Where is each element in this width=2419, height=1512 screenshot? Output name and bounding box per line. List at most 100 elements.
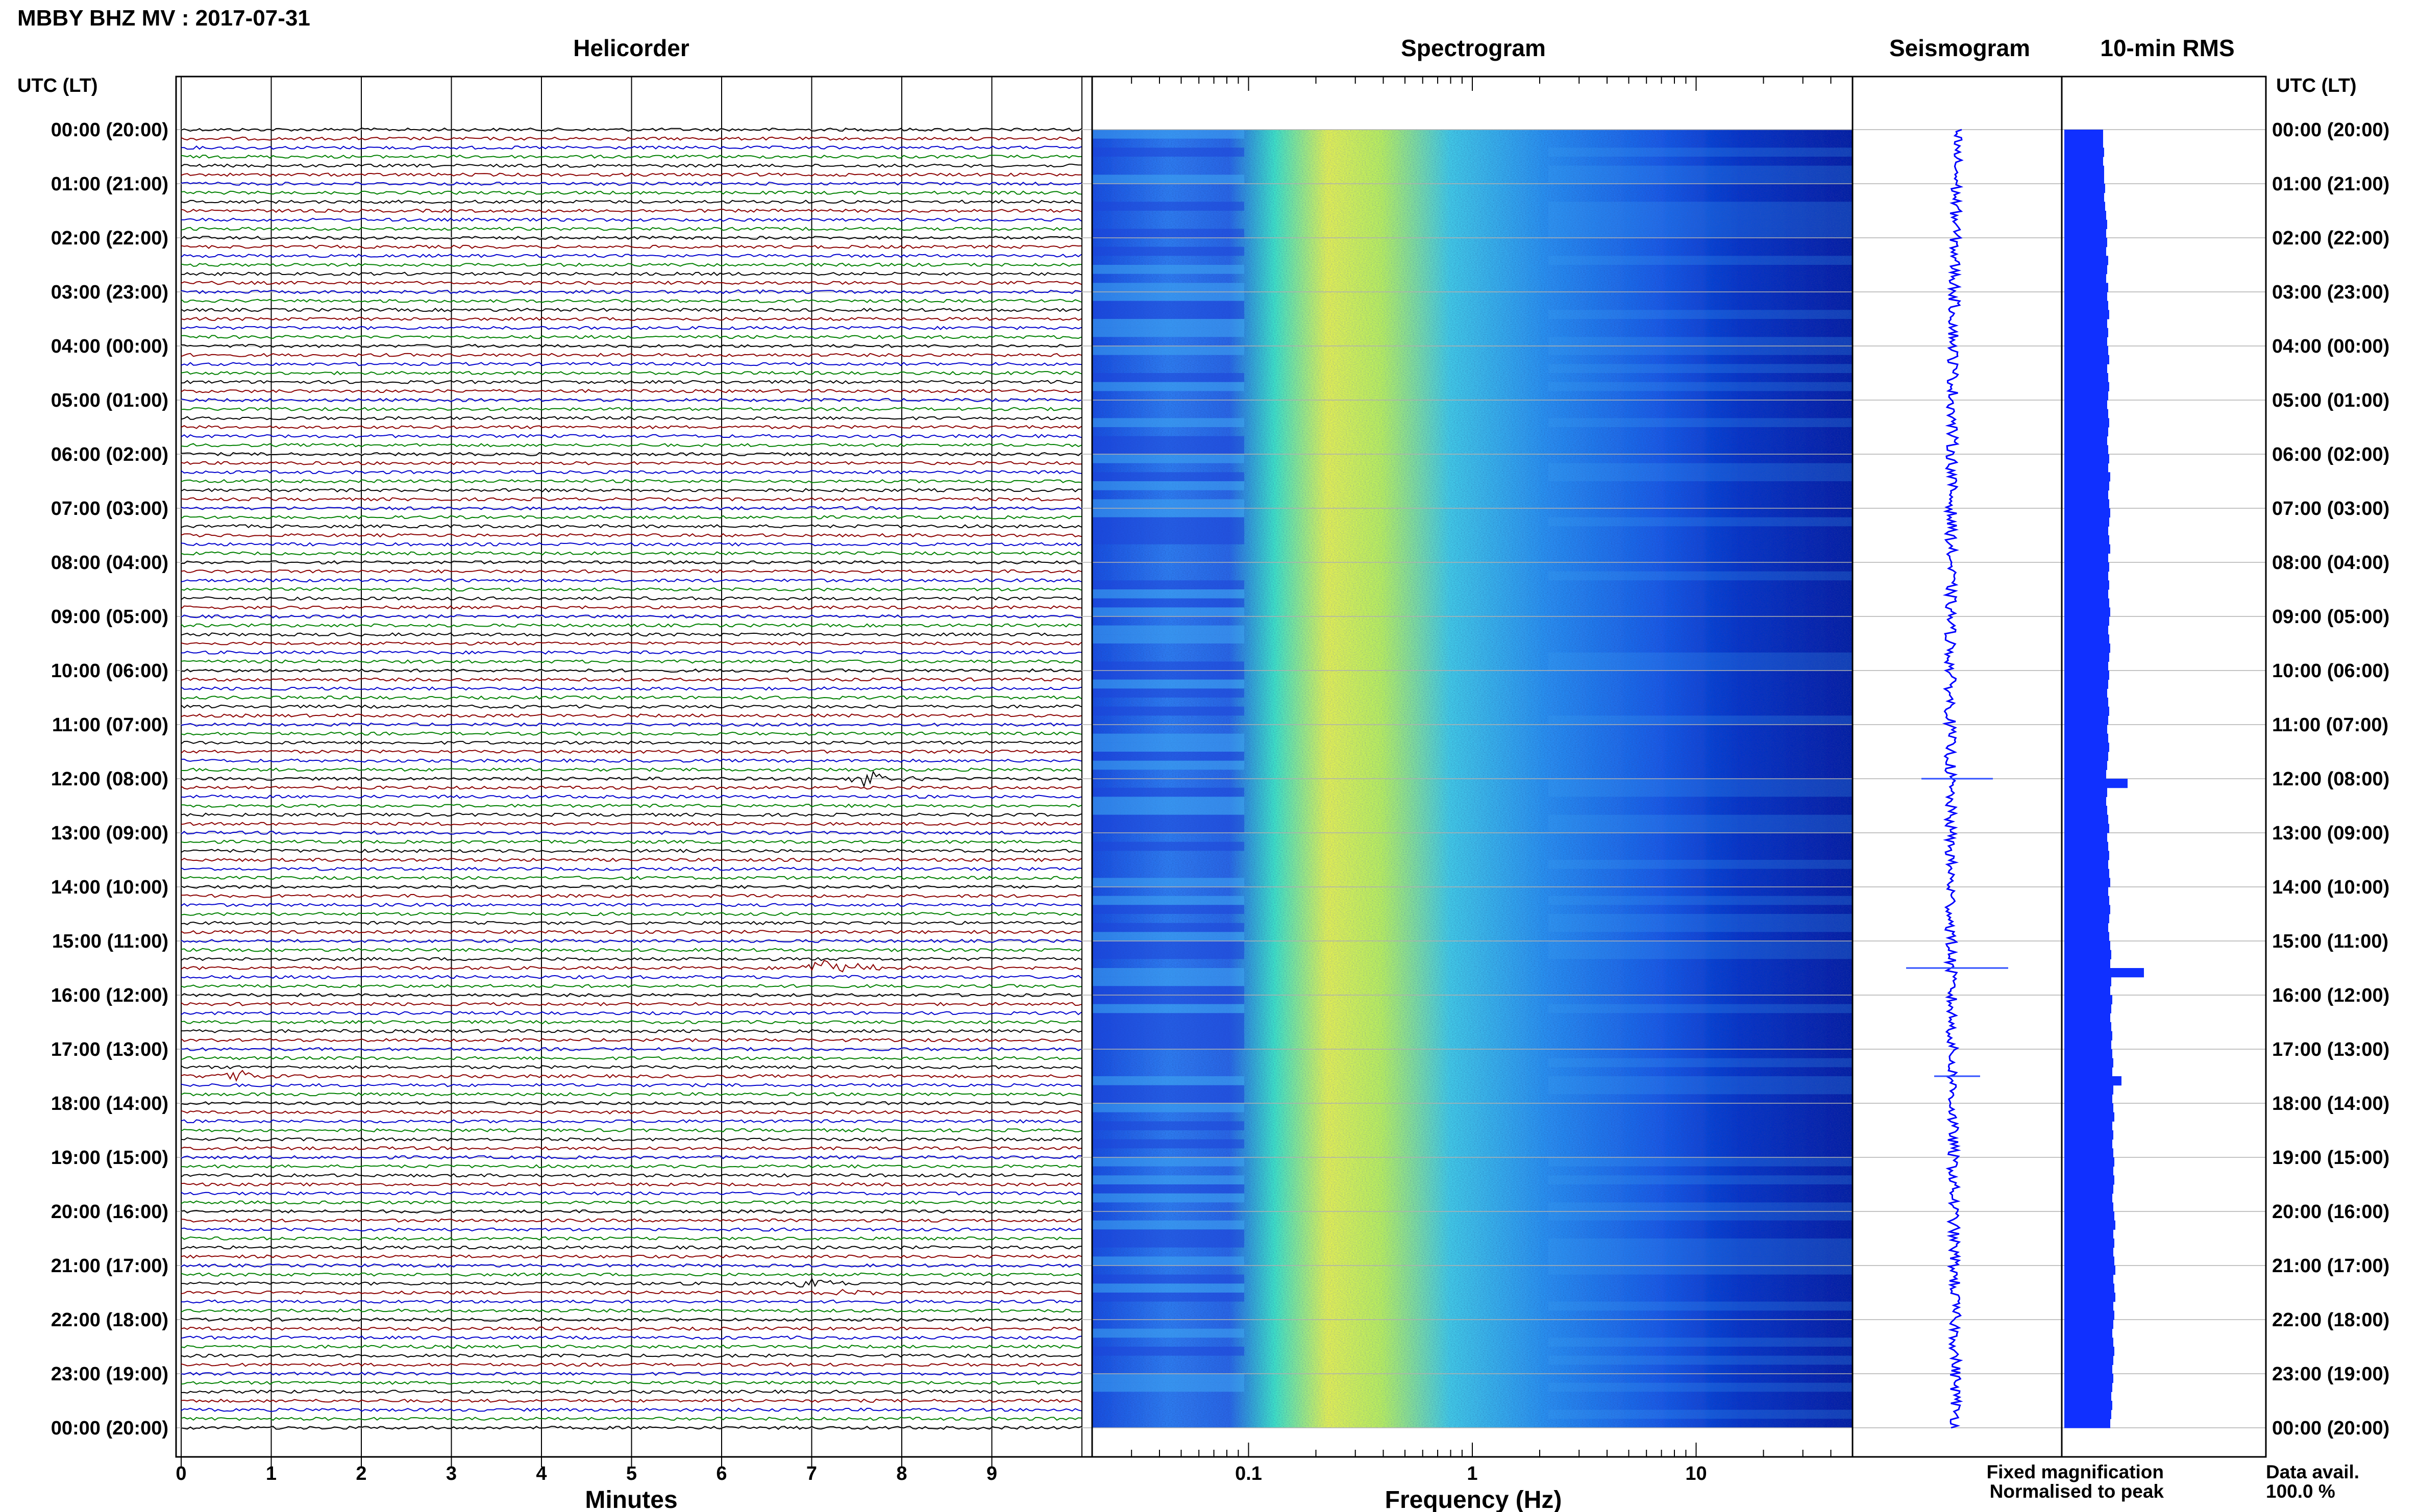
rms-bar [2064,274,2106,283]
spectrogram-band [1548,219,1853,229]
helicorder-trace [181,181,1082,186]
spectrogram-band [1092,265,1244,274]
time-label-left: 01:00 (21:00) [51,173,168,195]
helicorder-trace [181,262,1082,267]
time-label-right: 04:00 (00:00) [2272,336,2389,357]
time-label-left: 18:00 (14:00) [51,1093,168,1114]
helicorder-trace [181,200,1082,204]
spectrogram-band [1548,1238,1853,1248]
rms-bar [2064,806,2107,815]
helicorder-trace [181,1128,1082,1133]
time-label-left: 07:00 (03:00) [51,498,168,519]
rms-bar [2064,165,2104,175]
spectrogram-band [1548,346,1853,355]
rms-bar [2064,1392,2111,1401]
spectrogram-band [1092,1229,1244,1238]
rms-bar [2064,905,2110,914]
rms-bar [2064,175,2104,184]
spectrogram-band [1092,968,1244,977]
spectrogram-band [1092,246,1244,256]
helicorder-trace [181,1398,1082,1403]
frequency-ticks: 0.1 1 10 [1092,77,1853,1484]
spectrogram-band [1092,1382,1244,1392]
rms-bar [2064,742,2109,752]
rms-bar [2064,1401,2112,1410]
spectrogram-band [1548,1076,1853,1085]
rms-bar [2064,968,2144,978]
spectrogram-band [1092,1139,1244,1149]
helicorder-trace [181,1110,1082,1114]
helicorder-trace [181,984,1082,988]
helicorder-trace [181,380,1082,384]
time-label-right: 17:00 (13:00) [2272,1039,2389,1060]
helicorder-trace [181,1263,1082,1268]
rms-bar [2064,1355,2113,1365]
helicorder-trace [181,659,1082,664]
helicorder-trace [181,425,1082,430]
time-label-left: 19:00 (15:00) [51,1147,168,1169]
helicorder-trace [181,921,1082,925]
spectrogram-band [1548,165,1853,175]
rms-bar [2064,138,2103,148]
helicorder-trace [181,1299,1082,1304]
time-label-right: 18:00 (14:00) [2272,1093,2389,1114]
rms-bar [2064,346,2108,356]
helicorder-trace [181,326,1082,330]
spectrogram-band [1548,923,1853,932]
rms-bar [2064,436,2107,445]
helicorder-trace [181,407,1082,411]
helicorder-trace [181,1137,1082,1142]
spectrogram-band [1548,1301,1853,1311]
helicorder-trace [181,1344,1082,1349]
spectrogram-band [1092,373,1244,382]
rms-bar [2064,1148,2113,1158]
rms-bar [2064,328,2108,337]
rms-bar [2064,887,2108,897]
spectrogram-band [1092,742,1244,752]
rms-bar [2064,896,2109,905]
spectrogram-band [1092,671,1244,680]
spectrogram-band [1092,589,1244,599]
helicorder-trace [181,884,1082,889]
spectrogram-band [1092,130,1244,139]
rms-bar [2064,1365,2112,1374]
time-label-left: 05:00 (01:00) [51,390,168,411]
helicorder-trace [181,857,1082,862]
time-label-right: 23:00 (19:00) [2272,1364,2389,1385]
helicorder-trace [181,299,1082,303]
rms-bar [2064,1013,2110,1023]
rms-bar [2064,571,2108,581]
spectrogram-band [1092,1256,1244,1266]
helicorder-trace [181,1209,1082,1214]
helicorder-trace [181,1092,1082,1097]
time-label-right: 02:00 (22:00) [2272,228,2389,249]
helicorder-trace [181,1083,1082,1087]
spectrogram-band [1092,436,1244,445]
rms-bar [2064,1103,2113,1113]
time-label-right: 01:00 (21:00) [2272,173,2389,195]
rms-bar [2064,409,2108,418]
spectrogram-band [1548,418,1853,427]
spectrogram-band [1548,463,1853,473]
rms-bar [2064,824,2109,833]
rms-bar [2064,598,2109,608]
spectrogram-band [1548,1382,1853,1392]
time-label-left: 17:00 (13:00) [51,1039,168,1060]
spectrogram-band [1548,896,1853,905]
helicorder-trace [181,1227,1082,1232]
helicorder-trace [181,1155,1082,1160]
spectrogram-band [1548,1058,1853,1068]
helicorder-trace [181,849,1082,853]
spectrogram-band [1092,1374,1244,1383]
helicorder-trace [181,677,1082,682]
rms-bar [2064,283,2108,292]
rms-bar [2064,184,2105,193]
rms-bar [2064,1238,2114,1248]
spectrogram-band [1092,175,1244,184]
helicorder-trace [181,930,1082,934]
rms-bar [2064,797,2106,806]
helicorder-trace [181,641,1082,646]
helicorder-trace [181,876,1082,880]
spectrogram-band [1092,1121,1244,1130]
spectrogram-band [1092,932,1244,941]
